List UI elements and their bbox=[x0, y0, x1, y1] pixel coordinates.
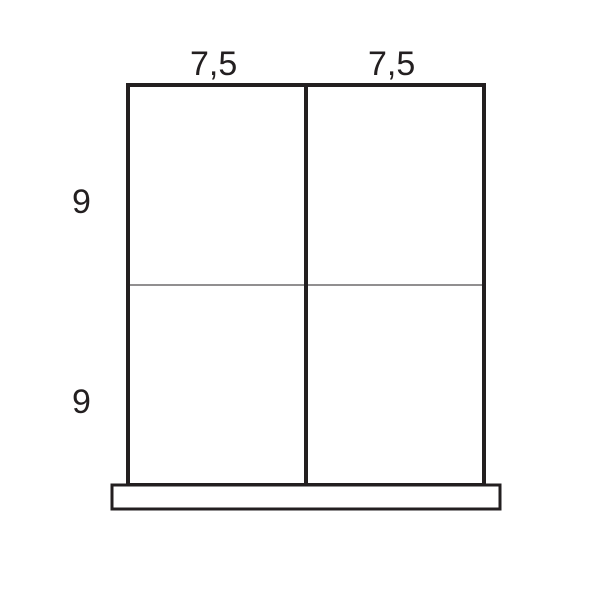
left-dim-label-1: 9 bbox=[72, 183, 91, 222]
top-dim-label-2: 7,5 bbox=[368, 45, 415, 84]
dimensional-diagram: 7,5 7,5 9 9 bbox=[0, 0, 600, 600]
left-dim-label-2: 9 bbox=[72, 383, 91, 422]
top-dim-label-1: 7,5 bbox=[190, 45, 237, 84]
diagram-svg bbox=[0, 0, 600, 600]
